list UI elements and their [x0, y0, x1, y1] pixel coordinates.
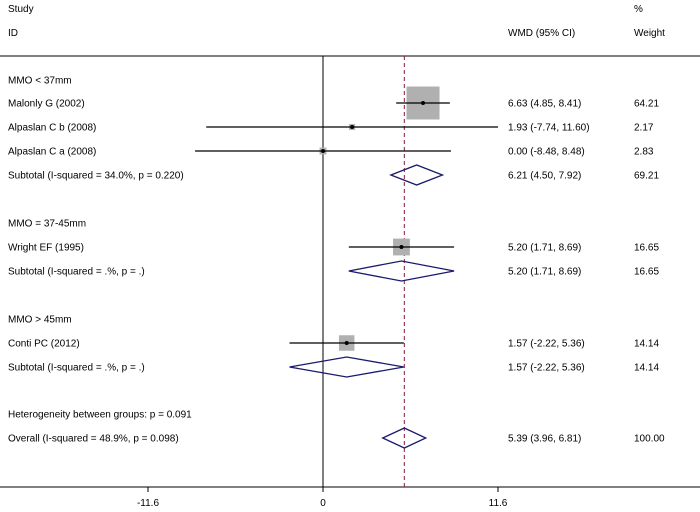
weight-text: 16.65	[634, 267, 659, 278]
x-tick-label: 11.6	[489, 498, 508, 509]
row-label-group: MMO > 45mm	[8, 315, 72, 326]
weight-text: 14.14	[634, 363, 659, 374]
row-label-study: Alpaslan C b (2008)	[8, 123, 96, 134]
subtotal-diamond	[389, 164, 445, 186]
weight-text: 100.00	[634, 434, 665, 445]
weight-text: 16.65	[634, 243, 659, 254]
ci-text: 1.93 (-7.74, 11.60)	[508, 123, 590, 134]
ci-text: 0.00 (-8.48, 8.48)	[508, 147, 585, 158]
row-label-group: MMO < 37mm	[8, 76, 72, 87]
ci-text: 5.20 (1.71, 8.69)	[508, 267, 581, 278]
header-percent: %	[634, 4, 643, 15]
point-estimate	[421, 101, 426, 105]
row-label-study: Alpaslan C a (2008)	[8, 147, 96, 158]
weight-text: 69.21	[634, 171, 659, 182]
ci-text: 5.20 (1.71, 8.69)	[508, 243, 581, 254]
ci-text: 6.21 (4.50, 7.92)	[508, 171, 581, 182]
row-label-subtotal: Subtotal (I-squared = .%, p = .)	[8, 363, 145, 374]
point-estimate	[399, 245, 404, 249]
row-label-note: Heterogeneity between groups: p = 0.091	[8, 410, 192, 421]
row-label-overall: Overall (I-squared = 48.9%, p = 0.098)	[8, 434, 179, 445]
point-estimate	[344, 341, 349, 345]
subtotal-diamond	[348, 260, 455, 282]
ci-text: 1.57 (-2.22, 5.36)	[508, 363, 585, 374]
row-label-group: MMO = 37-45mm	[8, 219, 86, 230]
row-label-subtotal: Subtotal (I-squared = .%, p = .)	[8, 267, 145, 278]
header-study: Study	[8, 4, 34, 15]
weight-text: 14.14	[634, 339, 659, 350]
overall-diamond	[381, 427, 428, 449]
row-label-study: Wright EF (1995)	[8, 243, 84, 254]
weight-text: 2.83	[634, 147, 654, 158]
point-estimate	[350, 125, 355, 129]
ci-text: 6.63 (4.85, 8.41)	[508, 99, 581, 110]
weight-text: 2.17	[634, 123, 654, 134]
x-tick-label: 0	[320, 498, 326, 509]
ci-text: 1.57 (-2.22, 5.36)	[508, 339, 585, 350]
subtotal-diamond	[289, 356, 404, 378]
row-label-study: Conti PC (2012)	[8, 339, 80, 350]
header-effect: WMD (95% CI)	[508, 28, 575, 39]
row-label-study: Malonly G (2002)	[8, 99, 85, 110]
header-weight: Weight	[634, 28, 665, 39]
point-estimate	[321, 149, 325, 153]
header-id: ID	[8, 28, 18, 39]
weight-text: 64.21	[634, 99, 659, 110]
row-label-subtotal: Subtotal (I-squared = 34.0%, p = 0.220)	[8, 171, 184, 182]
ci-text: 5.39 (3.96, 6.81)	[508, 434, 581, 445]
x-tick-label: -11.6	[137, 498, 159, 509]
